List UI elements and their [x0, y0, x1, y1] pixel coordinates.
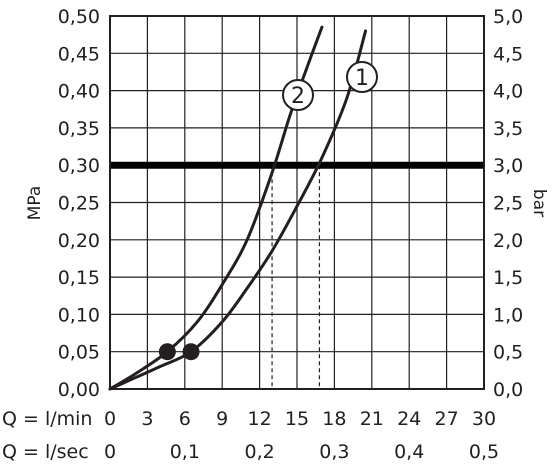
y-left-tick-label: 0,30	[58, 155, 100, 177]
y-left-tick-label: 0,15	[58, 267, 100, 289]
x-lpm-tick-label: 21	[360, 408, 384, 430]
y-left-tick-label: 0,20	[58, 230, 100, 252]
x-lpm-tick-label: 6	[179, 408, 191, 430]
x-lps-tick-label: 0,1	[170, 441, 200, 463]
y-right-tick-label: 3,5	[493, 118, 523, 140]
x-lps-tick-label: 0,2	[244, 441, 274, 463]
y-right-tick-label: 1,0	[493, 304, 523, 326]
y-right-tick-label: 1,5	[493, 267, 523, 289]
curves: 12	[108, 25, 484, 391]
y-right-axis-title: bar	[529, 189, 549, 217]
curve-1-marker	[182, 343, 200, 361]
y-left-tick-label: 0,00	[58, 379, 100, 401]
x-lpm-axis-title: Q = l/min	[2, 408, 92, 430]
x-lps-tick-label: 0	[104, 441, 116, 463]
x-lps-tick-label: 0,4	[394, 441, 424, 463]
y-right-tick-label: 3,0	[493, 155, 523, 177]
curve-2-label-circle	[282, 79, 314, 111]
y-right-tick-label: 4,5	[493, 43, 523, 65]
y-left-tick-label: 0,50	[58, 6, 100, 28]
x-lpm-tick-label: 0	[104, 408, 116, 430]
x-lpm-tick-label: 27	[435, 408, 459, 430]
curve-1-label-circle	[346, 61, 378, 93]
x-lps-tick-label: 0,5	[469, 441, 499, 463]
y-left-tick-label: 0,10	[58, 304, 100, 326]
y-right-tick-label: 4,0	[493, 81, 523, 103]
x-lpm-tick-label: 12	[248, 408, 272, 430]
y-left-tick-label: 0,25	[58, 193, 100, 215]
x-lpm-tick-label: 24	[397, 408, 421, 430]
y-right-tick-label: 5,0	[493, 6, 523, 28]
y-right-tick-label: 0,0	[493, 379, 523, 401]
y-left-axis-title: MPa	[25, 186, 45, 221]
y-right-tick-label: 2,5	[493, 193, 523, 215]
x-lpm-tick-label: 3	[141, 408, 153, 430]
x-lps-tick-label: 0,3	[319, 441, 349, 463]
x-lps-axis-title: Q = l/sec	[2, 441, 89, 463]
curve-1	[108, 29, 368, 391]
y-right-tick-label: 2,0	[493, 230, 523, 252]
x-lpm-tick-label: 9	[216, 408, 228, 430]
y-left-tick-label: 0,40	[58, 81, 100, 103]
y-left-tick-label: 0,45	[58, 43, 100, 65]
x-lpm-tick-label: 15	[285, 408, 309, 430]
plot-frame	[109, 15, 485, 390]
y-left-tick-label: 0,05	[58, 342, 100, 364]
curve-1-label: 1	[355, 66, 369, 91]
curve-2-label: 2	[291, 84, 305, 109]
x-lpm-tick-label: 30	[472, 408, 496, 430]
curve-2-marker	[158, 343, 176, 361]
y-right-tick-label: 0,5	[493, 342, 523, 364]
y-left-tick-label: 0,35	[58, 118, 100, 140]
labels: 0,000,050,100,150,200,250,300,350,400,45…	[2, 6, 549, 463]
x-lpm-tick-label: 18	[322, 408, 346, 430]
grid	[110, 16, 484, 389]
